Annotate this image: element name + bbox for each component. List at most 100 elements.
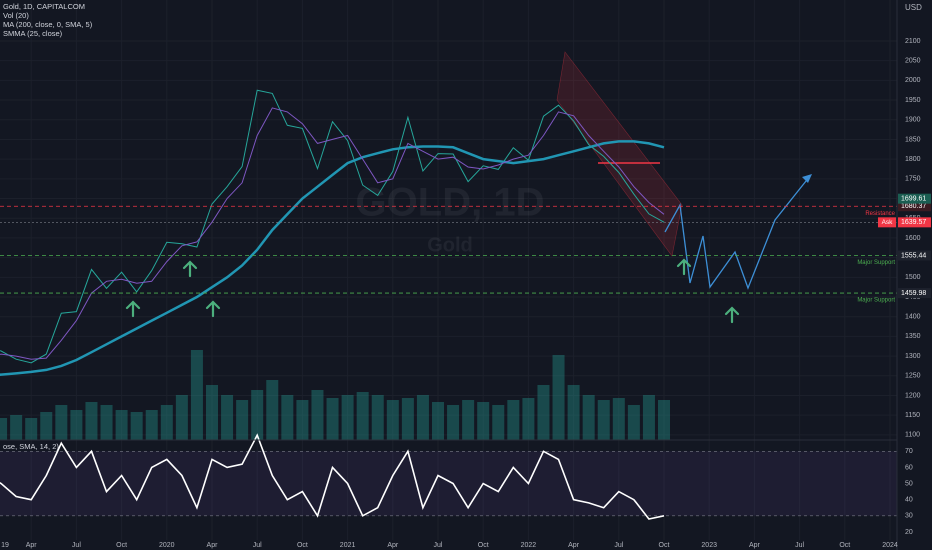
x-tick-label: Oct — [297, 542, 308, 549]
y-tick-label: 1850 — [905, 136, 921, 143]
up-arrow — [125, 300, 141, 318]
tag-name: Ask — [882, 219, 894, 226]
y-tick-label: 1900 — [905, 117, 921, 124]
level-label: Major Support — [857, 298, 895, 304]
price-tag-text: 1699.61 — [901, 196, 926, 203]
volume-bar — [612, 398, 625, 440]
volume-bar — [416, 395, 429, 440]
x-tick-label: Oct — [659, 542, 670, 549]
up-arrow — [724, 306, 740, 324]
rsi-line — [0, 433, 665, 520]
volume-bar — [326, 398, 339, 440]
volume-bar — [100, 405, 113, 440]
volume-bar — [447, 405, 460, 440]
volume-bar — [175, 395, 188, 440]
x-tick-label: 2022 — [521, 542, 537, 549]
volume-bar — [25, 418, 38, 440]
volume-bar — [597, 400, 610, 440]
y-tick-label: 70 — [905, 448, 913, 455]
volume-bar — [582, 395, 595, 440]
y-tick-label: 1800 — [905, 156, 921, 163]
volume-bar — [552, 355, 565, 440]
volume-bar — [386, 400, 399, 440]
watermark-subtitle: Gold — [427, 234, 473, 256]
level-tag — [898, 250, 931, 261]
level-tag-text: 1680.37 — [901, 203, 926, 210]
x-tick-label: Apr — [387, 542, 399, 549]
x-tick-label: Oct — [116, 542, 127, 549]
x-tick-label: 2023 — [701, 542, 717, 549]
x-tick-label: Jul — [253, 542, 262, 549]
volume-bar — [432, 402, 444, 440]
y-tick-label: 1350 — [905, 333, 921, 340]
level-label: Major Support — [857, 260, 895, 266]
volume-bar — [567, 385, 580, 440]
volume-bar — [507, 400, 520, 440]
down-channel — [556, 51, 683, 257]
y-tick-label: 50 — [905, 480, 913, 487]
indicator-legend: MA (200, close, 0, SMA, 5) — [3, 20, 93, 29]
x-tick-label: 2021 — [340, 542, 356, 549]
x-tick-label: Apr — [568, 542, 580, 549]
price-tag — [898, 217, 931, 228]
volume-bar — [522, 398, 535, 440]
y-axis-label: USD — [905, 3, 922, 12]
volume-bar — [236, 400, 249, 440]
y-tick-label: 1250 — [905, 373, 921, 380]
level-tag-text: 1555.44 — [901, 252, 926, 259]
tag-name-box — [878, 217, 896, 228]
y-tick-label: 1400 — [905, 314, 921, 321]
projection-arrowhead — [802, 174, 812, 183]
y-tick-label: 2000 — [905, 77, 921, 84]
price-tag — [898, 193, 931, 204]
volume-bar — [296, 400, 309, 440]
y-tick-label: 2100 — [905, 38, 921, 45]
volume-bar — [221, 395, 234, 440]
volume-bar — [537, 385, 550, 440]
up-arrow — [182, 260, 198, 278]
volume-bar — [85, 402, 98, 440]
price-line — [0, 89, 665, 364]
x-tick-label: Jul — [795, 542, 804, 549]
y-tick-label: 1200 — [905, 392, 921, 399]
indicator-legend: Vol (20) — [3, 11, 29, 20]
watermark-title: GOLD, 1D — [356, 181, 545, 225]
y-tick-label: 2050 — [905, 58, 921, 65]
volume-bar — [341, 395, 354, 440]
y-tick-label: 1600 — [905, 235, 921, 242]
y-tick-label: 1750 — [905, 176, 921, 183]
symbol-legend: Gold, 1D, CAPITALCOM — [3, 2, 85, 11]
price-tag-text: 1639.57 — [901, 219, 926, 226]
volume-bar — [130, 412, 143, 440]
grid — [0, 350, 897, 517]
level-tag — [898, 288, 931, 299]
indicator-legend: SMMA (25, close) — [3, 29, 63, 38]
volume-bar — [0, 418, 8, 440]
volume-bar — [627, 405, 640, 440]
volume-bar — [642, 395, 655, 440]
x-tick-label: 19 — [1, 542, 9, 549]
x-tick-label: Apr — [207, 542, 219, 549]
volume-bar — [658, 400, 670, 440]
y-tick-label: 1300 — [905, 353, 921, 360]
level-label: Resistance — [865, 211, 895, 217]
volume-bar — [281, 395, 294, 440]
x-tick-label: Apr — [26, 542, 38, 549]
up-arrow — [676, 258, 692, 276]
volume-bar — [311, 390, 324, 440]
x-tick-label: Apr — [749, 542, 761, 549]
projection-path — [664, 175, 811, 290]
volume-bar — [190, 350, 203, 440]
volume-bar — [251, 390, 264, 440]
volume-bar — [40, 412, 53, 440]
volume-bar — [266, 380, 279, 440]
arrows — [125, 258, 740, 324]
x-tick-label: Jul — [434, 542, 443, 549]
level-tag — [898, 201, 931, 212]
x-tick-label: 2024 — [882, 542, 898, 549]
price-axis — [897, 0, 932, 550]
volume-bar — [145, 410, 158, 440]
y-tick-label: 1500 — [905, 274, 921, 281]
x-tick-label: Oct — [839, 542, 850, 549]
